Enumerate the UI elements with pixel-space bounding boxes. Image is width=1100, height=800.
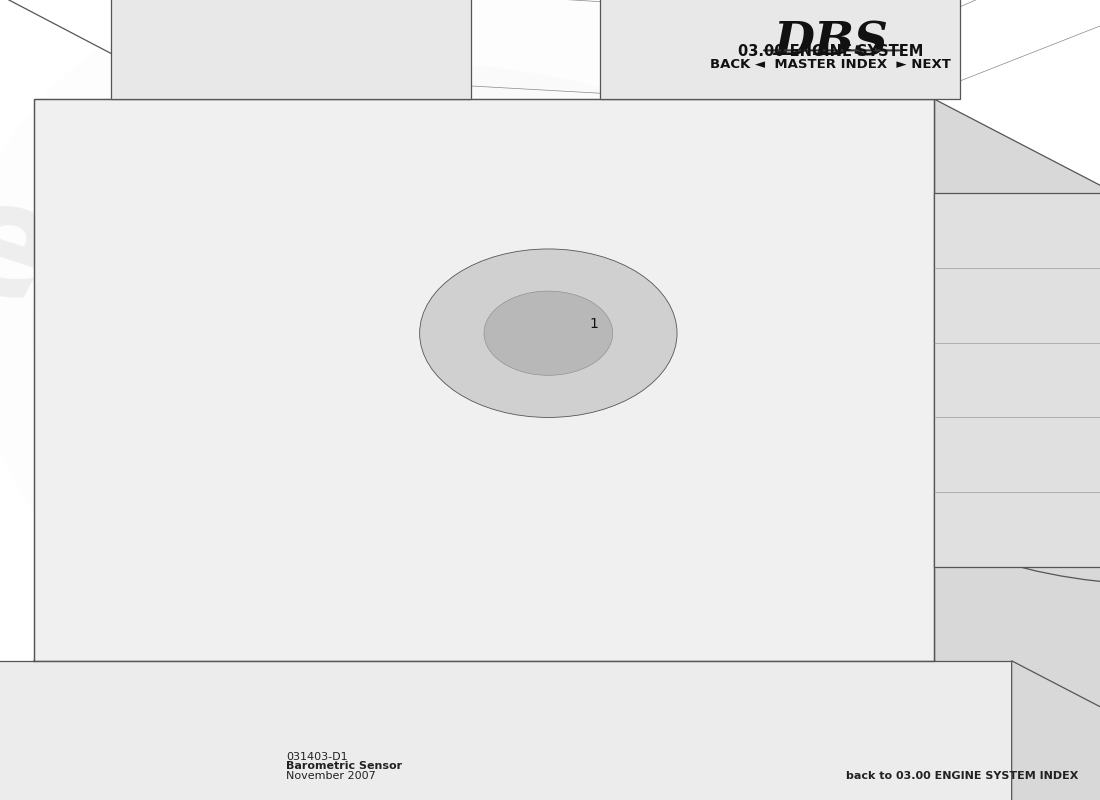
- Polygon shape: [1012, 661, 1100, 800]
- Polygon shape: [600, 0, 960, 99]
- Text: a passion for parts since 1985: a passion for parts since 1985: [295, 405, 825, 606]
- Text: 03.00 ENGINE SYSTEM: 03.00 ENGINE SYSTEM: [738, 44, 923, 59]
- Ellipse shape: [877, 558, 1100, 800]
- Polygon shape: [111, 0, 471, 99]
- Text: 1: 1: [590, 317, 598, 331]
- Polygon shape: [33, 99, 935, 661]
- Text: November 2007: November 2007: [286, 771, 376, 781]
- Polygon shape: [935, 99, 1100, 778]
- Text: 031403-D1: 031403-D1: [286, 752, 348, 762]
- Ellipse shape: [420, 249, 678, 418]
- Text: eurospares: eurospares: [0, 160, 934, 620]
- Ellipse shape: [484, 291, 613, 375]
- Text: Barometric Sensor: Barometric Sensor: [286, 762, 403, 771]
- Text: BACK ◄  MASTER INDEX  ► NEXT: BACK ◄ MASTER INDEX ► NEXT: [711, 58, 950, 70]
- Polygon shape: [0, 661, 1012, 800]
- Polygon shape: [33, 661, 1100, 778]
- Text: DBS: DBS: [773, 20, 888, 66]
- Text: back to 03.00 ENGINE SYSTEM INDEX: back to 03.00 ENGINE SYSTEM INDEX: [846, 771, 1078, 781]
- Polygon shape: [935, 193, 1100, 567]
